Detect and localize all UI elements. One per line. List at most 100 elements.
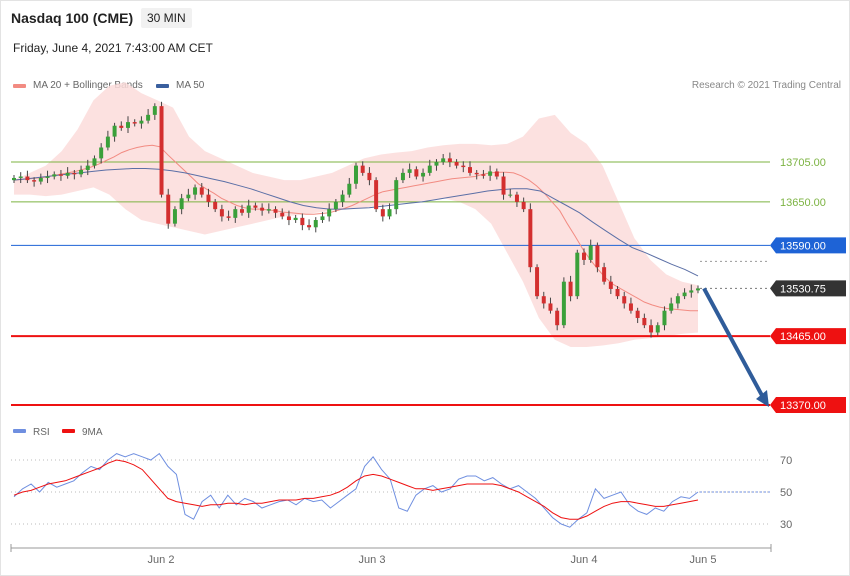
candle	[172, 209, 177, 224]
candle	[514, 194, 519, 202]
candle	[588, 245, 593, 260]
candle	[18, 176, 23, 178]
candle	[642, 317, 647, 326]
candle	[233, 209, 238, 218]
candle	[669, 303, 674, 311]
candle	[85, 165, 90, 170]
candle	[508, 194, 513, 196]
candle	[535, 267, 540, 297]
candle	[179, 198, 184, 210]
candle	[65, 172, 70, 176]
rsi-series-9ma	[13, 459, 699, 520]
candle	[340, 194, 345, 202]
candle	[159, 106, 164, 195]
candle	[186, 194, 191, 199]
rsi-legend-swatch	[13, 429, 26, 433]
level-13590-00-label: 13590.00	[780, 240, 826, 252]
candle	[139, 120, 144, 124]
candle	[528, 209, 533, 268]
candle	[219, 209, 224, 217]
candle	[481, 174, 486, 176]
candle	[421, 172, 426, 177]
candle	[99, 147, 104, 159]
candle	[494, 171, 499, 177]
candle	[333, 201, 338, 210]
candle	[12, 177, 16, 181]
forecast-arrow-head	[756, 390, 769, 407]
candle	[226, 216, 231, 218]
candle	[675, 296, 680, 304]
timeframe-button[interactable]: 30 MIN	[141, 8, 192, 28]
rsi-tick-label: 70	[780, 455, 792, 467]
candle	[327, 209, 332, 217]
candle	[92, 158, 97, 166]
candle	[548, 303, 553, 311]
candle	[427, 165, 432, 173]
candle	[595, 245, 600, 268]
level-13465-00-tag	[770, 328, 846, 345]
candle	[32, 180, 37, 182]
candle	[300, 217, 305, 226]
rsi-legend-label: RSI	[33, 427, 50, 438]
candle	[273, 209, 278, 213]
candle	[320, 216, 325, 221]
candle	[461, 165, 466, 168]
candle	[394, 180, 399, 210]
level-13370-00-tag	[770, 397, 846, 413]
rsi-legend-swatch	[62, 429, 75, 433]
candle	[696, 288, 700, 291]
candle	[689, 290, 694, 293]
candle	[260, 207, 265, 211]
candle	[682, 292, 687, 297]
candle	[387, 209, 392, 217]
candle	[615, 288, 620, 297]
level-13650-00-label: 13650.00	[780, 197, 826, 209]
candle	[293, 217, 298, 221]
candle	[360, 165, 365, 173]
forecast-arrow-shaft	[702, 287, 767, 402]
chart-datetime: Friday, June 4, 2021 7:43:00 AM CET	[13, 41, 213, 55]
candle	[414, 169, 419, 177]
candle	[119, 125, 124, 128]
candle	[45, 176, 50, 178]
level-13530-75-label: 13530.75	[780, 283, 826, 295]
candle	[132, 122, 137, 124]
candle	[240, 209, 244, 213]
candle	[79, 169, 84, 175]
legend-ma20-label: MA 20 + Bollinger Bands	[33, 80, 143, 91]
candle	[602, 267, 607, 282]
candle	[38, 177, 43, 182]
candle	[434, 162, 439, 166]
candle	[468, 167, 472, 173]
candle	[380, 209, 385, 217]
legend-ma50: MA 50	[156, 80, 204, 91]
rsi-legend-label: 9MA	[82, 427, 103, 438]
x-tick-label: Jun 4	[571, 554, 598, 566]
candle	[58, 174, 63, 176]
candle	[280, 212, 285, 217]
candle	[193, 187, 198, 195]
bollinger-band	[14, 82, 698, 347]
candle	[474, 172, 479, 175]
candle	[447, 158, 452, 162]
candle	[628, 303, 633, 311]
legend-ma50-label: MA 50	[176, 80, 205, 91]
copyright-text: Research © 2021 Trading Central	[691, 80, 841, 91]
level-13370-00-label: 13370.00	[780, 400, 826, 412]
candle	[568, 281, 573, 297]
candle	[635, 310, 640, 318]
ma50-swatch	[156, 83, 169, 88]
candle	[206, 194, 211, 202]
level-13465-00-label: 13465.00	[780, 331, 826, 343]
candle	[575, 252, 580, 297]
candle	[555, 310, 560, 326]
legend-ma20: MA 20 + Bollinger Bands	[13, 80, 143, 91]
candle	[454, 162, 459, 166]
rsi-tick-label: 50	[780, 487, 792, 499]
candle	[307, 225, 312, 228]
candle	[313, 220, 318, 228]
candle	[649, 325, 654, 333]
candle	[407, 169, 412, 173]
candle	[72, 172, 77, 175]
